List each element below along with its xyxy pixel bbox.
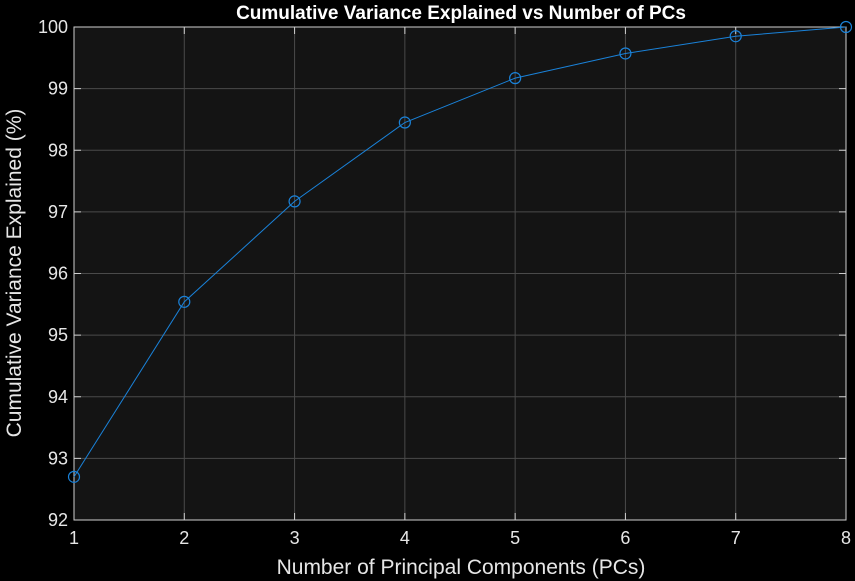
data-point-marker [288,195,301,208]
x-axis-label: Number of Principal Components (PCs) [277,556,646,579]
y-tick-label: 96 [48,264,68,284]
y-tick-label: 92 [48,510,68,530]
y-tick-label: 95 [48,325,68,345]
data-point-marker [729,30,742,43]
axis-ticks: 1 2 3 4 5 6 7 8 92 93 94 95 96 97 98 99 100 [38,17,851,548]
x-tick-label: 4 [400,528,410,548]
y-axis-label: Cumulative Variance Explained (%) [3,109,26,438]
x-tick-label: 6 [620,528,630,548]
x-tick-label: 3 [290,528,300,548]
data-point-marker [67,470,81,483]
y-tick-label: 94 [48,387,68,407]
x-tick-label: 1 [69,528,79,548]
x-tick-label: 7 [731,528,741,548]
x-tick-label: 2 [179,528,189,548]
data-point-marker [178,295,191,308]
x-tick-label: 5 [510,528,520,548]
chart-title: Cumulative Variance Explained vs Number … [236,3,686,24]
data-point-marker [398,116,411,129]
data-point-marker [619,47,632,60]
data-point-marker [509,72,522,85]
y-tick-label: 98 [48,140,68,160]
series-line [73,26,847,478]
y-tick-label: 97 [48,202,68,222]
y-tick-label: 99 [48,79,68,99]
y-tick-label: 93 [48,448,68,468]
data-point-marker [839,20,853,34]
data-series [67,20,853,483]
y-tick-label: 100 [38,17,68,37]
x-tick-label: 8 [841,528,851,548]
